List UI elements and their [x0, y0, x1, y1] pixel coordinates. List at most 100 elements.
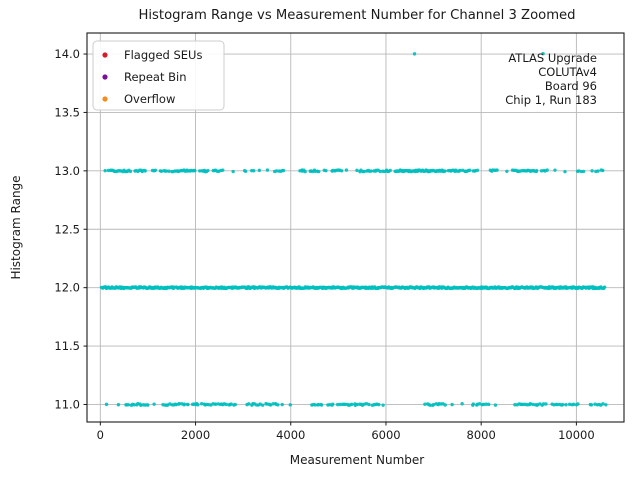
data-point	[505, 169, 509, 173]
data-point	[303, 169, 307, 174]
data-point	[233, 402, 237, 407]
y-tick-label: 11.5	[54, 339, 80, 353]
data-point	[475, 168, 480, 172]
data-point	[460, 402, 464, 406]
data-point	[477, 402, 482, 406]
data-point	[581, 169, 586, 174]
annotation-line-1: ATLAS Upgrade	[508, 51, 597, 65]
data-point	[567, 402, 572, 407]
annotation-line-4: Chip 1, Run 183	[505, 93, 597, 107]
legend-label-flagged-seus: Flagged SEUs	[124, 48, 202, 62]
data-point	[534, 169, 539, 173]
data-point	[388, 168, 392, 173]
data-point	[231, 169, 235, 174]
data-point	[563, 169, 567, 174]
data-point	[193, 168, 197, 173]
data-point	[252, 169, 256, 173]
data-point	[362, 169, 366, 174]
data-point	[271, 402, 275, 406]
data-point	[126, 403, 131, 407]
legend: Flagged SEUs Repeat Bin Overflow	[92, 40, 225, 111]
data-point	[152, 402, 156, 406]
x-tick-label: 2000	[181, 428, 210, 442]
data-point	[412, 52, 417, 56]
data-point	[458, 168, 462, 173]
data-point	[276, 403, 280, 407]
data-point	[288, 403, 292, 407]
data-point	[601, 168, 605, 173]
data-point	[576, 402, 580, 406]
data-point	[571, 402, 576, 407]
x-tick-label: 0	[97, 428, 104, 442]
data-point	[229, 402, 233, 406]
data-point	[186, 402, 190, 407]
annotation-line-2: COLUTAv4	[538, 65, 597, 79]
data-point	[486, 402, 491, 407]
data-point	[545, 168, 549, 172]
data-point	[564, 403, 568, 407]
data-point	[257, 168, 262, 173]
data-point	[164, 169, 169, 173]
data-point	[555, 402, 559, 407]
legend-label-repeat-bin: Repeat Bin	[124, 70, 187, 84]
legend-marker-overflow-icon	[102, 96, 108, 102]
x-tick-label: 8000	[467, 428, 496, 442]
legend-marker-repeat-bin-icon	[102, 74, 108, 80]
data-point	[561, 402, 565, 407]
data-point	[590, 169, 594, 173]
data-point	[221, 168, 225, 172]
annotation-line-3: Board 96	[545, 79, 597, 93]
data-point	[324, 168, 328, 173]
data-point	[493, 403, 498, 407]
tick-layer: 0 2000 4000 6000 8000 10000 11.0 11.5 12.0 12.5 13…	[54, 47, 594, 442]
data-point	[167, 169, 171, 173]
data-point	[596, 169, 600, 173]
y-axis-label: Histogram Range	[9, 175, 23, 279]
data-point	[260, 403, 265, 407]
data-point	[355, 168, 359, 173]
data-point	[281, 168, 286, 173]
data-point	[139, 403, 143, 407]
data-point	[528, 402, 533, 406]
data-point	[177, 402, 181, 406]
data-point	[604, 403, 608, 407]
data-point	[265, 168, 270, 172]
data-point	[589, 403, 594, 407]
data-point	[317, 169, 321, 174]
data-point	[468, 168, 472, 173]
data-point	[541, 402, 546, 406]
data-point	[196, 403, 200, 407]
data-point	[280, 402, 284, 407]
y-tick-label: 12.0	[54, 281, 80, 295]
data-point	[153, 168, 158, 173]
data-point	[484, 402, 488, 406]
data-point	[132, 403, 136, 407]
data-point	[104, 402, 109, 407]
plot-frame	[86, 32, 625, 423]
data-point	[182, 402, 186, 406]
y-tick-label: 13.0	[54, 164, 80, 178]
x-tick-label: 10000	[558, 428, 595, 442]
x-tick-label: 4000	[276, 428, 305, 442]
data-points-layer	[99, 51, 608, 407]
data-point	[531, 402, 535, 407]
legend-marker-flagged-seus-icon	[102, 52, 108, 58]
data-point	[471, 402, 476, 406]
y-tick-label: 14.0	[54, 47, 80, 61]
x-tick-label: 6000	[371, 428, 400, 442]
data-point	[143, 169, 147, 173]
data-point	[274, 169, 279, 173]
data-point	[423, 402, 427, 406]
legend-box	[92, 40, 225, 111]
data-point	[313, 403, 317, 407]
data-point	[481, 402, 486, 407]
data-point	[355, 402, 359, 407]
data-point	[146, 403, 150, 407]
data-point	[601, 402, 605, 406]
data-point	[116, 403, 121, 407]
legend-label-overflow: Overflow	[124, 92, 175, 106]
data-point	[381, 403, 385, 407]
y-tick-label: 13.5	[54, 105, 80, 119]
